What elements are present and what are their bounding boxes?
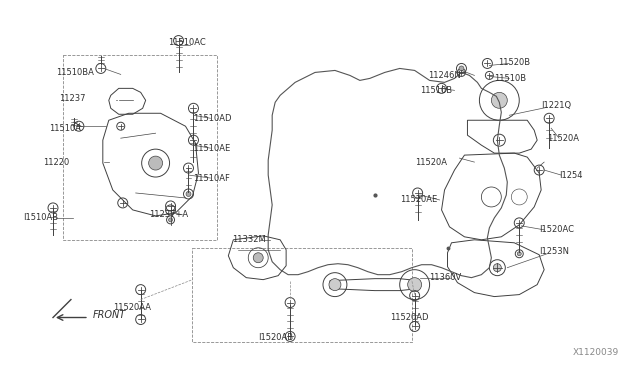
Text: 11510A: 11510A [49,124,81,133]
Text: 11520A: 11520A [415,158,447,167]
Text: 11360V: 11360V [429,273,462,282]
Text: 11237: 11237 [59,94,86,103]
Text: I1510AB: I1510AB [23,214,58,222]
Text: 11520B: 11520B [499,58,531,67]
Text: 11510AD: 11510AD [193,114,232,123]
Text: 11520A: 11520A [547,134,579,143]
Circle shape [329,279,341,291]
Text: I1520AC: I1520AC [539,225,574,234]
Text: 11510AC: 11510AC [168,38,206,47]
Circle shape [253,253,263,263]
Text: 11520AD: 11520AD [390,313,428,322]
Text: X1120039: X1120039 [573,348,619,357]
Text: 11510B: 11510B [494,74,527,83]
Text: FRONT: FRONT [93,310,126,320]
Text: 11510B: 11510B [420,86,452,95]
Circle shape [148,156,163,170]
Text: I1254: I1254 [559,170,582,180]
Text: 11237+A: 11237+A [148,211,188,219]
Circle shape [517,252,521,256]
Circle shape [492,92,508,108]
Circle shape [168,218,173,222]
Text: 11220: 11220 [43,158,69,167]
Text: I1253N: I1253N [539,247,569,256]
Text: 11520AE: 11520AE [400,195,437,205]
Text: 11510BA: 11510BA [56,68,94,77]
Text: 11520AA: 11520AA [113,303,151,312]
Bar [63,55,218,240]
Bar [193,248,412,342]
Circle shape [186,192,191,196]
Circle shape [408,278,422,292]
Text: I1221Q: I1221Q [541,101,572,110]
Text: 11246N: 11246N [428,71,460,80]
Text: 11332M: 11332M [232,235,266,244]
Text: 11510AF: 11510AF [193,173,230,183]
Circle shape [493,264,501,272]
Text: 11510AE: 11510AE [193,144,231,153]
Circle shape [459,66,464,71]
Text: I1520AB: I1520AB [258,333,293,342]
